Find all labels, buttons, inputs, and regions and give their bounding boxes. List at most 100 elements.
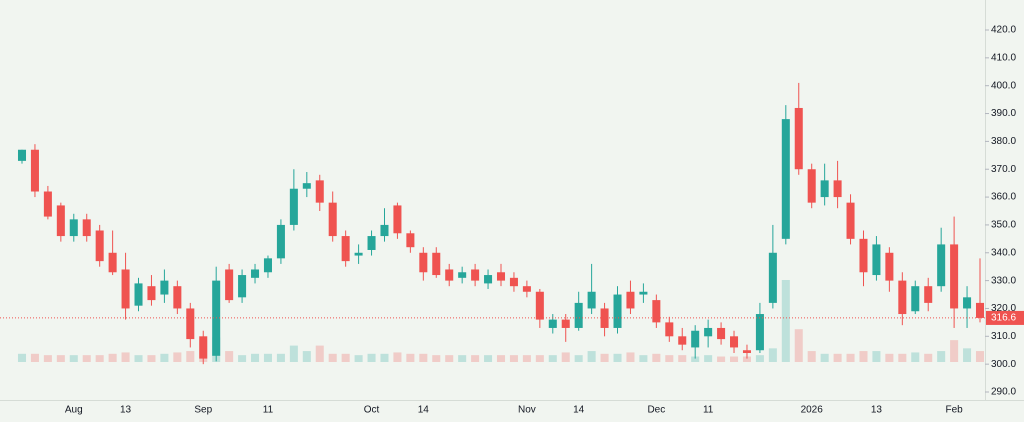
last-price-label: 316.6: [991, 313, 1016, 324]
volume-bar: [574, 355, 583, 362]
candle-body: [574, 302, 583, 328]
volume-bar: [924, 353, 933, 362]
candle-body: [937, 244, 946, 287]
volume-bar: [975, 351, 985, 362]
volume-bar: [173, 352, 182, 362]
volume-bar: [445, 355, 454, 362]
volume-bar: [742, 356, 751, 362]
volume-bar: [820, 353, 829, 362]
volume-bar: [885, 353, 894, 362]
candle-body: [276, 224, 285, 259]
volume-bar: [341, 353, 350, 362]
candle-body: [95, 230, 104, 262]
volume-bar: [963, 348, 972, 362]
volume-bar: [17, 353, 27, 362]
volume-bar: [134, 355, 143, 362]
volume-bar: [186, 351, 195, 362]
volume-bar: [419, 353, 428, 362]
volume-bar: [561, 352, 570, 362]
volume-bar: [251, 353, 260, 362]
volume-bar: [82, 355, 91, 362]
candle-body: [820, 180, 829, 198]
volume-bar: [626, 352, 635, 362]
candle-body: [367, 236, 376, 250]
candle-layer: [17, 82, 985, 365]
volume-bar: [276, 353, 285, 362]
candle-body: [43, 191, 52, 217]
candle-body: [393, 205, 402, 234]
candle-body: [238, 275, 247, 298]
volume-bar: [263, 353, 272, 362]
candle-body: [522, 286, 531, 292]
candle-body: [872, 244, 881, 276]
candle-body: [458, 272, 467, 278]
volume-bar: [315, 345, 324, 362]
volume-bar: [807, 351, 816, 362]
candle-body: [108, 252, 117, 273]
volume-bar: [522, 355, 531, 362]
candle-body: [859, 238, 868, 273]
y-tick-label: 380.0: [991, 136, 1016, 147]
volume-bar: [548, 355, 557, 362]
volume-bar: [600, 353, 609, 362]
volume-bar: [380, 353, 389, 362]
candle-body: [17, 149, 27, 161]
volume-bar: [794, 329, 803, 362]
candle-body: [950, 244, 959, 309]
y-tick-label: 420.0: [991, 25, 1016, 36]
candle-body: [794, 107, 803, 170]
candle-body: [341, 236, 350, 262]
x-tick-label: Dec: [647, 405, 665, 416]
volume-bar: [691, 356, 700, 362]
volume-bar: [302, 351, 311, 362]
candle-body: [225, 269, 234, 301]
volume-bar: [432, 355, 441, 362]
candle-body: [134, 283, 143, 306]
volume-bar: [665, 355, 674, 362]
volume-bar: [509, 355, 518, 362]
volume-bar: [30, 353, 39, 362]
x-tick-label: 11: [703, 405, 714, 416]
y-tick-label: 340.0: [991, 247, 1016, 258]
volume-bar: [108, 353, 117, 362]
volume-bar: [393, 352, 402, 362]
candle-body: [160, 280, 169, 295]
volume-bar: [43, 355, 52, 362]
x-tick-label: Feb: [945, 405, 963, 416]
candle-body: [471, 269, 480, 281]
candle-body: [561, 319, 570, 328]
candle-body: [315, 180, 324, 203]
candle-body: [302, 183, 311, 189]
candle-body: [704, 327, 713, 337]
volume-bar: [911, 352, 920, 362]
candle-body: [975, 302, 985, 318]
y-tick-label: 390.0: [991, 108, 1016, 119]
volume-bar: [652, 353, 661, 362]
volume-bar: [471, 355, 480, 362]
candle-body: [885, 252, 894, 281]
candle-body: [251, 269, 260, 278]
candle-body: [173, 286, 182, 309]
candle-body: [717, 327, 726, 340]
candle-body: [730, 336, 739, 348]
x-tick-label: Oct: [364, 405, 380, 416]
candle-body: [30, 149, 39, 192]
candle-body: [963, 297, 972, 309]
candle-body: [535, 291, 544, 320]
volume-bar: [238, 355, 247, 362]
candle-body: [484, 275, 493, 284]
candle-body: [289, 188, 298, 225]
volume-bar: [121, 352, 130, 362]
volume-bar: [639, 355, 648, 362]
volume-bar: [328, 353, 337, 362]
volume-bar: [69, 355, 78, 362]
x-tick-label: 13: [120, 405, 132, 416]
volume-bar: [147, 355, 156, 362]
candle-body: [846, 202, 855, 239]
candle-body: [199, 336, 208, 359]
candle-body: [328, 202, 337, 237]
volume-bar: [730, 356, 739, 362]
x-tick-label: Aug: [65, 405, 83, 416]
candle-body: [380, 224, 389, 237]
